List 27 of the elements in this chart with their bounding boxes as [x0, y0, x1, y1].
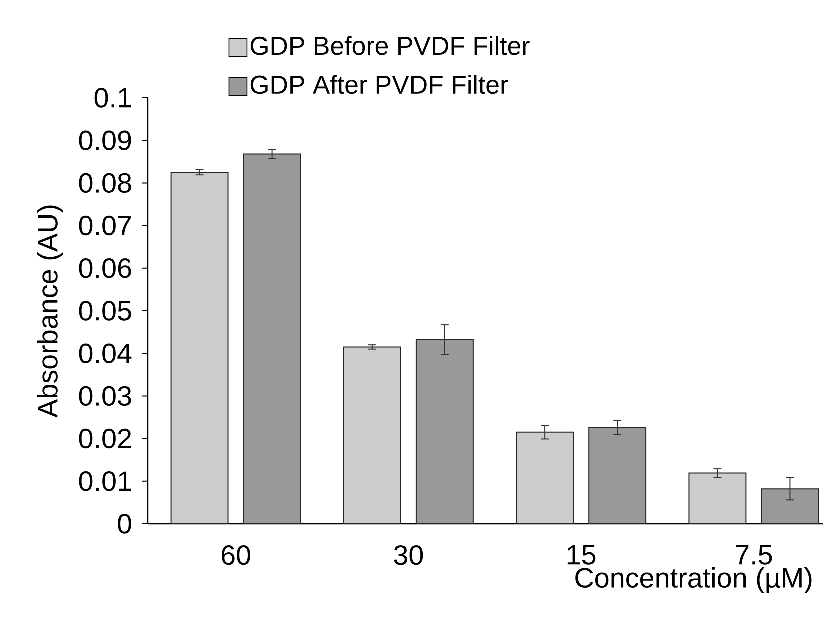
- legend-label: GDP Before PVDF Filter: [250, 36, 530, 56]
- y-tick-label: 0.06: [79, 258, 132, 278]
- x-tick-label: 30: [394, 545, 424, 566]
- y-tick-label: 0.05: [79, 301, 132, 321]
- y-tick-label: 0.04: [79, 344, 132, 364]
- y-tick-label: 0.01: [79, 472, 132, 492]
- bar: [688, 472, 747, 524]
- x-axis-title: Concentration (µM): [576, 568, 812, 594]
- y-tick-label: 0: [118, 514, 132, 534]
- y-tick-label: 0.03: [79, 386, 132, 406]
- y-tick-label: 0.09: [79, 130, 132, 150]
- bar: [588, 427, 647, 524]
- legend-label: GDP After PVDF Filter: [250, 75, 508, 94]
- y-tick-label: 0.07: [79, 216, 132, 236]
- bar: [516, 432, 574, 524]
- bar: [243, 154, 302, 524]
- y-tick-label: 0.02: [79, 428, 132, 449]
- y-axis-title: Absorbance (AU): [37, 206, 64, 418]
- y-tick-label: 0.1: [94, 88, 132, 108]
- bar: [761, 488, 820, 524]
- x-tick-label: 15: [568, 545, 596, 565]
- x-tick-label: 60: [222, 545, 250, 566]
- x-tick-label: 7.5: [736, 545, 772, 565]
- bar: [170, 172, 229, 524]
- y-tick-label: 0.08: [79, 173, 132, 194]
- bar: [343, 346, 402, 524]
- bar: [416, 339, 474, 524]
